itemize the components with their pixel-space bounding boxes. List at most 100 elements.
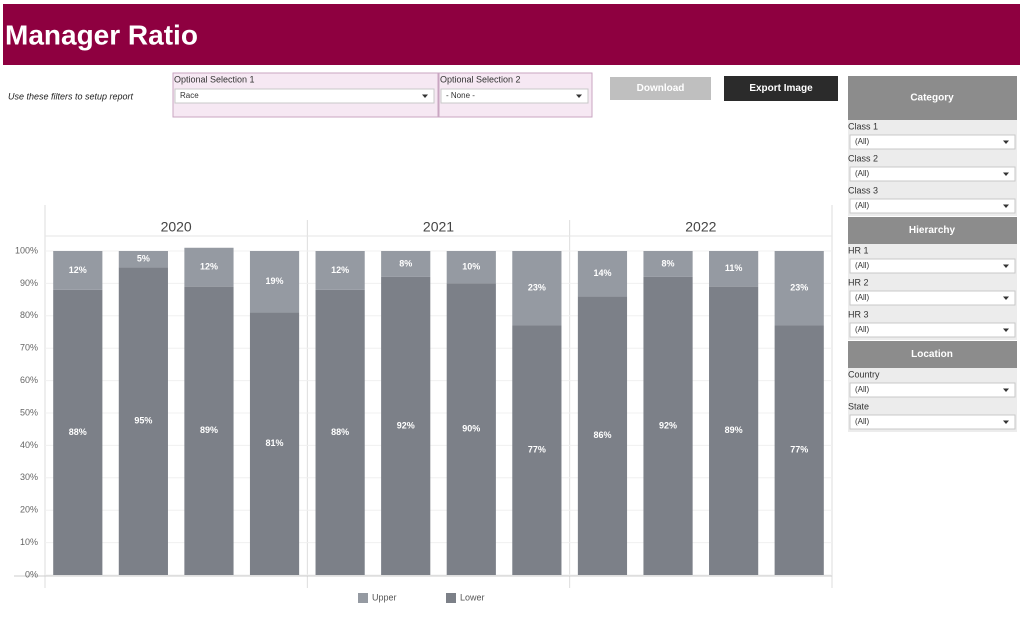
dropdown-arrow bbox=[1003, 328, 1009, 332]
dropdown-value: (All) bbox=[855, 385, 870, 394]
data-label: 12% bbox=[331, 265, 349, 275]
bar-segment bbox=[118, 251, 168, 268]
bar-segment bbox=[184, 247, 234, 287]
sidebar-title: Category bbox=[910, 93, 954, 104]
y-tick-label: 0% bbox=[25, 569, 38, 579]
legend-swatch bbox=[358, 593, 368, 603]
dropdown-arrow bbox=[422, 94, 428, 98]
data-label: 88% bbox=[69, 427, 87, 437]
filter-note: Use these filters to setup report bbox=[8, 91, 134, 101]
dropdown-value: (All) bbox=[855, 201, 870, 210]
dropdown-arrow bbox=[1003, 172, 1009, 176]
header-bar bbox=[3, 4, 1020, 65]
y-tick-label: 50% bbox=[20, 407, 38, 417]
button-label: Export Image bbox=[749, 83, 813, 94]
dropdown-arrow bbox=[1003, 140, 1009, 144]
bar-segment bbox=[709, 251, 759, 287]
button[interactable] bbox=[610, 77, 711, 100]
bar-segment bbox=[577, 251, 628, 297]
data-label: 10% bbox=[462, 262, 480, 272]
field-label: HR 3 bbox=[848, 309, 869, 319]
field-label: State bbox=[848, 401, 869, 411]
bar-segment bbox=[249, 251, 300, 313]
bar-segment bbox=[381, 276, 431, 575]
y-tick-label: 70% bbox=[20, 343, 38, 353]
data-label: 89% bbox=[200, 425, 218, 435]
bar-segment bbox=[315, 251, 365, 290]
sidebar-header bbox=[848, 217, 1017, 244]
dropdown[interactable] bbox=[849, 166, 1016, 182]
y-tick-label: 40% bbox=[20, 440, 38, 450]
bar-segment bbox=[249, 312, 300, 575]
dropdown-value: (All) bbox=[855, 325, 870, 334]
field-label: HR 2 bbox=[848, 277, 869, 287]
dropdown[interactable] bbox=[849, 382, 1016, 398]
bar-segment bbox=[381, 251, 431, 277]
bar-segment bbox=[446, 283, 496, 575]
dropdown[interactable] bbox=[849, 258, 1016, 274]
sidebar-header bbox=[848, 76, 1017, 120]
bar-segment bbox=[53, 251, 103, 290]
data-label: 8% bbox=[399, 258, 412, 268]
dropdown[interactable] bbox=[849, 414, 1016, 430]
legend-swatch bbox=[446, 593, 456, 603]
data-label: 77% bbox=[528, 445, 546, 455]
bar-segment bbox=[184, 286, 234, 575]
dropdown[interactable] bbox=[849, 290, 1016, 306]
data-label: 92% bbox=[397, 420, 415, 430]
bar-segment bbox=[446, 251, 496, 284]
facet-label: 2020 bbox=[161, 219, 192, 235]
data-label: 92% bbox=[659, 420, 677, 430]
dropdown-value: (All) bbox=[855, 261, 870, 270]
bar-segment bbox=[512, 325, 562, 575]
legend-label: Upper bbox=[372, 592, 397, 602]
dropdown[interactable] bbox=[849, 198, 1016, 214]
data-label: 5% bbox=[137, 253, 150, 263]
dropdown[interactable] bbox=[174, 88, 435, 104]
data-label: 8% bbox=[662, 258, 675, 268]
sidebar-title: Location bbox=[911, 349, 953, 360]
dropdown-arrow bbox=[1003, 388, 1009, 392]
bar-segment bbox=[315, 289, 365, 575]
dropdown-value: Race bbox=[180, 91, 199, 100]
dropdown[interactable] bbox=[849, 134, 1016, 150]
data-label: 12% bbox=[69, 265, 87, 275]
data-label: 81% bbox=[266, 438, 284, 448]
facet-label: 2022 bbox=[685, 219, 716, 235]
data-label: 12% bbox=[200, 262, 218, 272]
dropdown-value: (All) bbox=[855, 293, 870, 302]
field-label: Class 1 bbox=[848, 121, 878, 131]
bar-segment bbox=[774, 325, 824, 575]
facet-label: 2021 bbox=[423, 219, 454, 235]
data-label: 19% bbox=[266, 276, 284, 286]
y-tick-label: 30% bbox=[20, 472, 38, 482]
bar-segment bbox=[774, 251, 824, 326]
data-label: 14% bbox=[593, 268, 611, 278]
bar-segment bbox=[512, 251, 562, 326]
dropdown[interactable] bbox=[849, 322, 1016, 338]
bar-segment bbox=[53, 289, 103, 575]
dropdown-value: (All) bbox=[855, 169, 870, 178]
page-title: Manager Ratio bbox=[5, 19, 198, 50]
field-label: HR 1 bbox=[848, 245, 869, 255]
legend-label: Lower bbox=[460, 592, 485, 602]
data-label: 89% bbox=[725, 425, 743, 435]
sidebar-header bbox=[848, 341, 1017, 368]
bar-segment bbox=[118, 267, 168, 575]
y-tick-label: 80% bbox=[20, 310, 38, 320]
bar-segment bbox=[577, 296, 628, 575]
button-label: Download bbox=[637, 83, 685, 94]
data-label: 11% bbox=[725, 263, 743, 273]
button[interactable] bbox=[724, 76, 838, 101]
field-label: Country bbox=[848, 369, 880, 379]
y-tick-label: 60% bbox=[20, 375, 38, 385]
dropdown-value: (All) bbox=[855, 137, 870, 146]
dropdown[interactable] bbox=[440, 88, 589, 104]
bar-segment bbox=[709, 286, 759, 575]
y-tick-label: 10% bbox=[20, 537, 38, 547]
dropdown-value: (All) bbox=[855, 417, 870, 426]
data-label: 23% bbox=[528, 283, 546, 293]
y-tick-label: 100% bbox=[15, 245, 38, 255]
dropdown-value: - None - bbox=[446, 91, 475, 100]
